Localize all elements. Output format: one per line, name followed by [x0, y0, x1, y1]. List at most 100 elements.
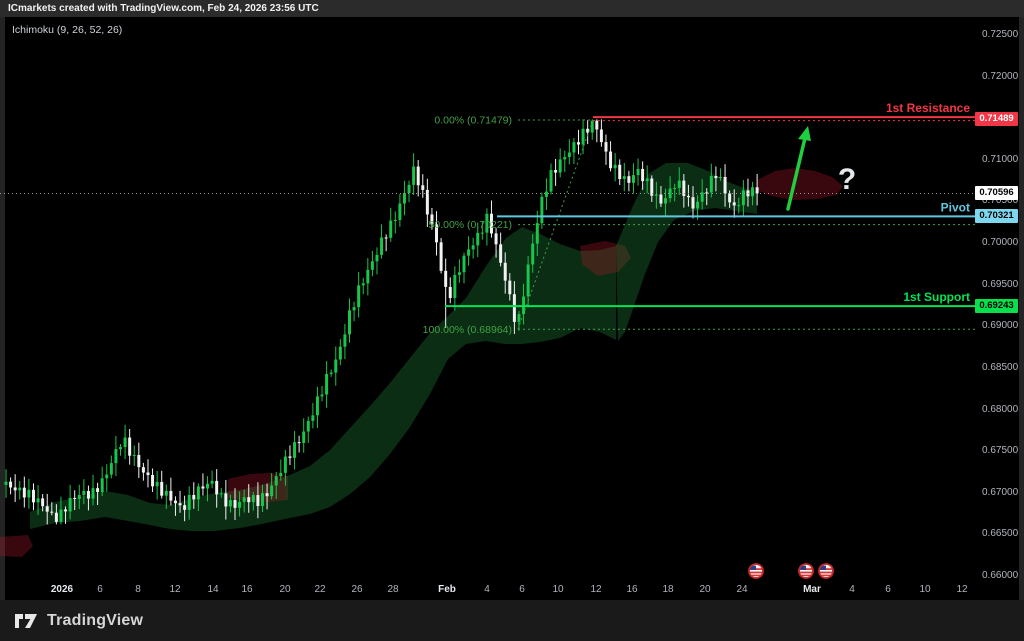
ichimoku-cloud-green: [616, 163, 757, 341]
trend-arrow[interactable]: [786, 136, 807, 211]
candle-body: [4, 481, 8, 485]
support-price-badge[interactable]: 0.69243: [975, 299, 1018, 314]
candle-body: [430, 214, 434, 225]
pivot-price-badge[interactable]: 0.70321: [975, 209, 1018, 224]
candle-body: [572, 142, 576, 153]
trend-arrow-head[interactable]: [798, 126, 811, 141]
candle-body: [627, 176, 631, 183]
candle-body: [27, 489, 31, 498]
candle-body: [183, 505, 187, 510]
question-mark-annotation[interactable]: ?: [838, 163, 856, 196]
time-axis-tick: 18: [662, 584, 674, 595]
candle-body: [201, 486, 205, 489]
candle-body: [155, 481, 159, 487]
candle-body: [613, 164, 617, 169]
candle-body: [668, 188, 672, 199]
candle-body: [485, 213, 489, 233]
candle-body: [728, 193, 732, 203]
candle-body: [618, 164, 622, 180]
time-axis-tick: 10: [919, 584, 931, 595]
candle-body: [178, 503, 182, 506]
candle-body: [169, 490, 173, 501]
last-price-badge[interactable]: 0.70596: [975, 186, 1018, 201]
candle-body: [425, 189, 429, 215]
candle-body: [412, 166, 416, 185]
time-axis-tick: 10: [552, 584, 564, 595]
fib-level-label: 100.00% (0.68964): [423, 324, 512, 336]
time-axis-tick: 6: [97, 584, 103, 595]
time-axis[interactable]: 2026 6 8 12 14 16 20 22 26 28 Feb 4 6 10 12 16 18 20 24 Mar…: [0, 580, 978, 600]
price-axis-tick: 0.68500: [982, 361, 1019, 373]
candle-body: [696, 201, 700, 209]
candle-body: [41, 498, 45, 507]
candle-body: [329, 372, 333, 374]
candle-body: [741, 190, 745, 206]
title-bar-text: ICmarkets created with TradingView.com, …: [8, 3, 319, 14]
candle-body: [457, 272, 461, 275]
price-axis-tick: 0.72500: [982, 29, 1019, 40]
candle-body: [352, 307, 356, 311]
candle-body: [288, 456, 292, 458]
fib-trend-line[interactable]: [517, 119, 594, 330]
candle-body: [407, 184, 411, 194]
candle-body: [604, 142, 608, 152]
candle-body: [558, 159, 562, 173]
indicator-label[interactable]: Ichimoku (9, 26, 52, 26): [12, 24, 123, 36]
candle-body: [164, 490, 168, 496]
candle-body: [315, 396, 319, 416]
candle-body: [563, 157, 567, 160]
candle-body: [256, 495, 260, 507]
resistance-label: 1st Resistance: [886, 101, 970, 115]
candle-body: [54, 512, 58, 522]
candle-body: [398, 203, 402, 220]
candle-body: [366, 269, 370, 284]
time-axis-tick: Mar: [803, 584, 821, 595]
candle-body: [119, 447, 122, 450]
candle-body: [554, 170, 558, 173]
candle-body: [489, 213, 493, 234]
candle-body: [187, 494, 191, 510]
candle-body: [535, 223, 539, 244]
ichimoku-cloud-red: [580, 241, 631, 276]
candle-body: [73, 497, 77, 499]
candle-body: [590, 120, 594, 133]
candle-body: [270, 485, 274, 497]
candle-body: [343, 334, 347, 347]
time-axis-tick: 28: [387, 584, 399, 595]
tradingview-logo-icon[interactable]: [14, 611, 38, 631]
news-event-us-flag-icon[interactable]: [798, 563, 814, 579]
time-axis-tick: 22: [314, 584, 326, 595]
candle-body: [453, 274, 457, 299]
time-axis-tick: 24: [736, 584, 748, 595]
candle-body: [128, 437, 132, 456]
candle-body: [306, 420, 310, 432]
tradingview-brand-text[interactable]: TradingView: [47, 611, 144, 629]
candle-body: [173, 500, 177, 504]
candle-body: [531, 243, 535, 265]
candle-body: [700, 192, 704, 202]
candle-body: [210, 480, 214, 484]
price-axis-tick: 0.71000: [982, 153, 1019, 165]
candle-body: [13, 487, 17, 491]
news-event-us-flag-icon[interactable]: [748, 563, 764, 579]
resistance-price-badge[interactable]: 0.71489: [975, 112, 1018, 127]
price-axis-tick: 0.72000: [982, 70, 1019, 82]
candle-body: [549, 170, 553, 192]
candle-body: [723, 176, 727, 194]
candle-body: [64, 509, 68, 512]
candle-body: [540, 196, 544, 224]
price-axis-tick: 0.69500: [982, 278, 1019, 290]
time-axis-tick: 26: [351, 584, 363, 595]
candle-body: [654, 194, 658, 196]
time-axis-tick: 20: [699, 584, 711, 595]
time-axis-tick: 8: [135, 584, 141, 595]
candle-body: [709, 176, 713, 193]
candle-body: [622, 176, 626, 180]
candle-body: [293, 442, 297, 458]
news-event-us-flag-icon[interactable]: [818, 563, 834, 579]
candle-body: [636, 168, 640, 176]
price-axis[interactable]: 0.72500 0.72000 0.71000 0.70500 0.70000 0.695…: [978, 17, 1019, 581]
candle-body: [279, 472, 283, 477]
candle-body: [265, 493, 269, 497]
